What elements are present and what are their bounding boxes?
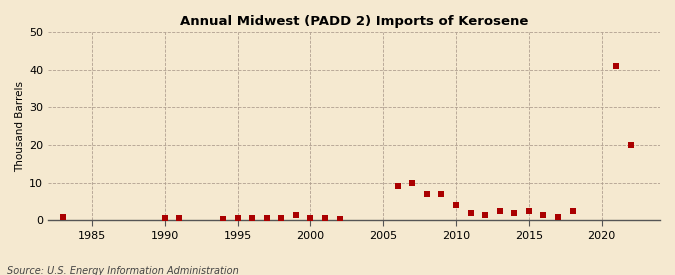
Point [538,213,549,217]
Point [451,203,462,207]
Point [480,213,491,217]
Point [217,217,228,221]
Point [392,184,403,189]
Point [436,192,447,196]
Point [407,180,418,185]
Point [57,214,68,219]
Point [626,143,637,147]
Title: Annual Midwest (PADD 2) Imports of Kerosene: Annual Midwest (PADD 2) Imports of Keros… [180,15,529,28]
Point [261,216,272,221]
Text: Source: U.S. Energy Information Administration: Source: U.S. Energy Information Administ… [7,266,238,275]
Point [524,209,535,213]
Point [276,216,287,221]
Point [494,209,505,213]
Point [421,192,432,196]
Y-axis label: Thousand Barrels: Thousand Barrels [15,81,25,172]
Point [319,216,330,221]
Point [232,216,243,221]
Point [159,216,170,221]
Point [334,217,345,221]
Point [290,213,301,217]
Point [553,214,564,219]
Point [465,211,476,215]
Point [509,211,520,215]
Point [174,216,185,221]
Point [611,64,622,68]
Point [567,209,578,213]
Point [246,216,257,221]
Point [305,216,316,221]
